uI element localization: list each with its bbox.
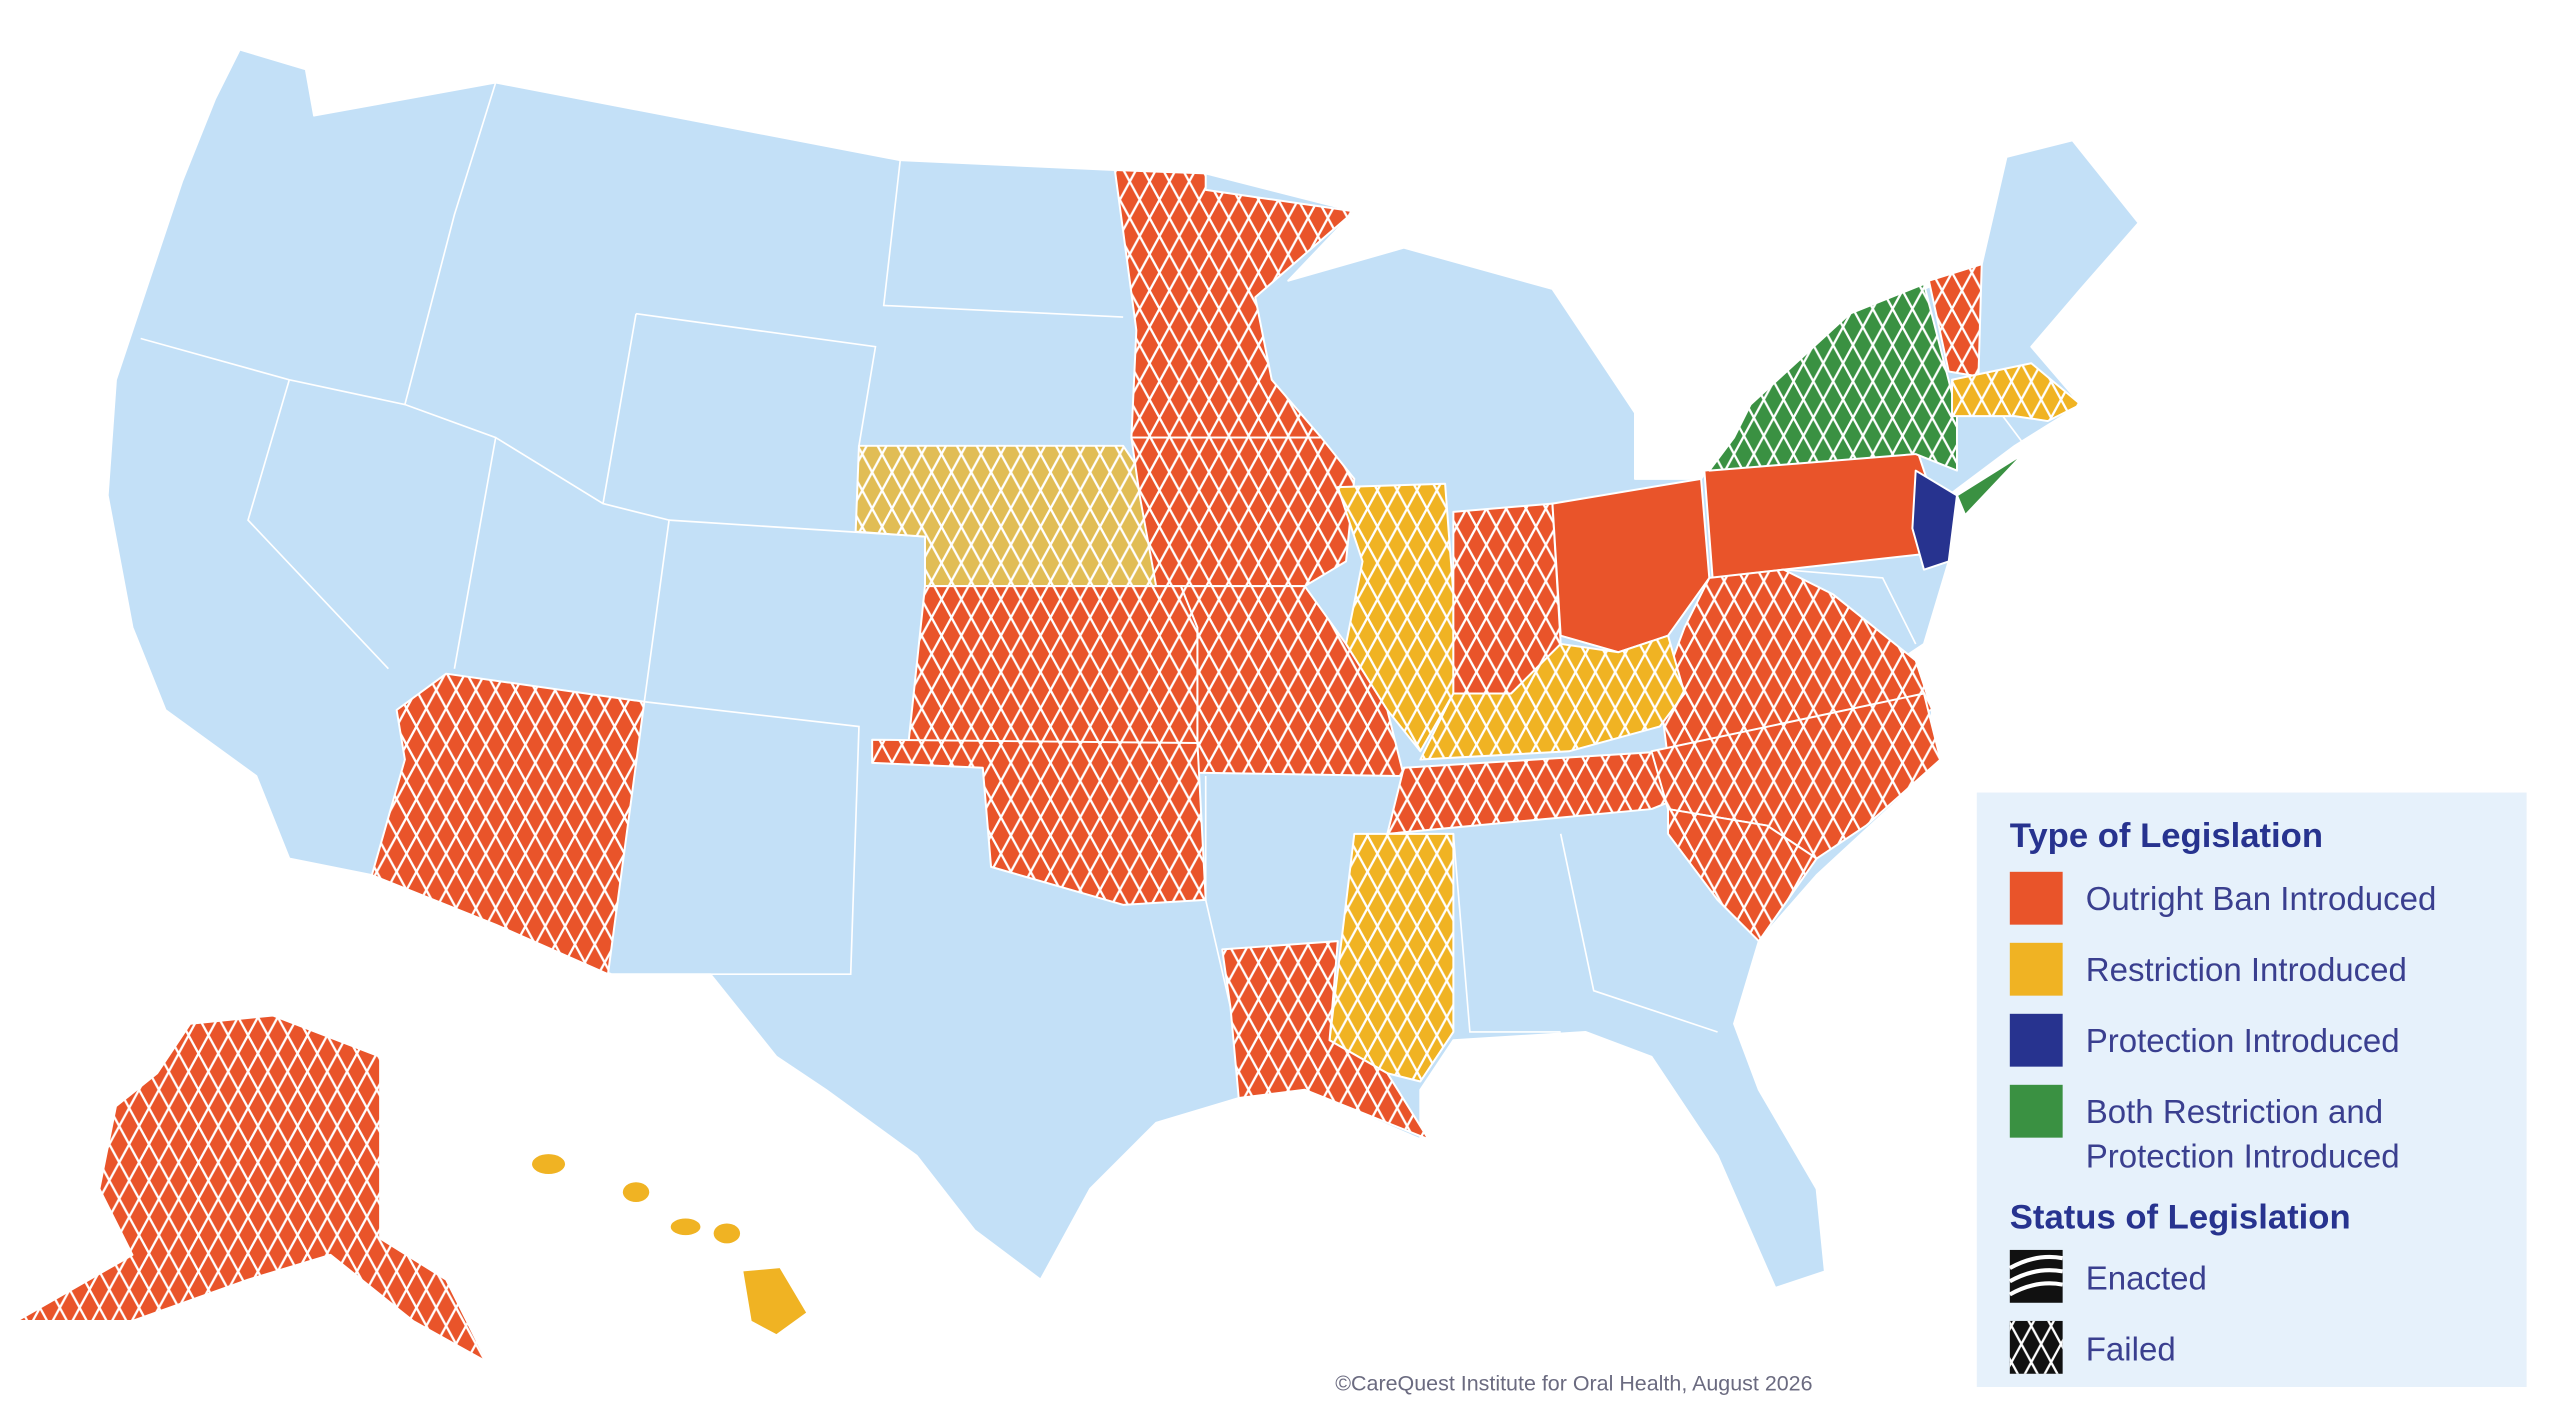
- state: [1452, 502, 1562, 695]
- legend-box: [1976, 792, 2527, 1387]
- status-label: Enacted: [2086, 1260, 2207, 1297]
- state: [854, 444, 1174, 588]
- state: [1179, 585, 1405, 778]
- status-stripe: [2008, 1254, 2064, 1270]
- state: [1221, 940, 1430, 1141]
- states: [15, 169, 2082, 1364]
- state: [532, 1154, 807, 1335]
- legend-swatch: [2009, 1084, 2063, 1138]
- legend: Type of Legislation Outright Ban Introduc…: [1976, 792, 2527, 1387]
- legend-title: Status of Legislation: [2010, 1198, 2351, 1236]
- legend-label: Protection Introduced: [2086, 1137, 2400, 1174]
- state: [370, 672, 646, 976]
- state: [15, 1014, 489, 1364]
- state: [1419, 634, 1686, 761]
- legend-title: Type of Legislation: [2010, 817, 2323, 855]
- status-hatch: [2009, 1320, 2063, 1374]
- state: [1951, 362, 2082, 423]
- legend-label: Protection Introduced: [2086, 1022, 2400, 1059]
- legend-swatch: [2009, 871, 2063, 925]
- state: [1708, 283, 2025, 517]
- state: [1667, 808, 1818, 943]
- legend-label: Both Restriction and: [2086, 1093, 2383, 1130]
- state: [871, 738, 1207, 906]
- legend-swatch: [2009, 1013, 2063, 1067]
- status-label: Failed: [2086, 1331, 2176, 1368]
- state: [1336, 482, 1455, 753]
- state: [1328, 832, 1455, 1083]
- state: [1911, 469, 1958, 571]
- credit: ©CareQuest Institute for Oral Health, Au…: [1335, 1371, 1812, 1395]
- legend-label: Restriction Introduced: [2086, 951, 2407, 988]
- legend-label: Outright Ban Introduced: [2086, 880, 2437, 917]
- state: [1130, 436, 1356, 588]
- status-stripe: [2008, 1268, 2064, 1284]
- legend-items: Type of Legislation Outright Ban Introduc…: [2008, 817, 2437, 1374]
- state: [1113, 169, 1356, 439]
- state: [907, 585, 1199, 745]
- legend-swatch: [2009, 942, 2063, 996]
- status-stripe: [2008, 1281, 2064, 1297]
